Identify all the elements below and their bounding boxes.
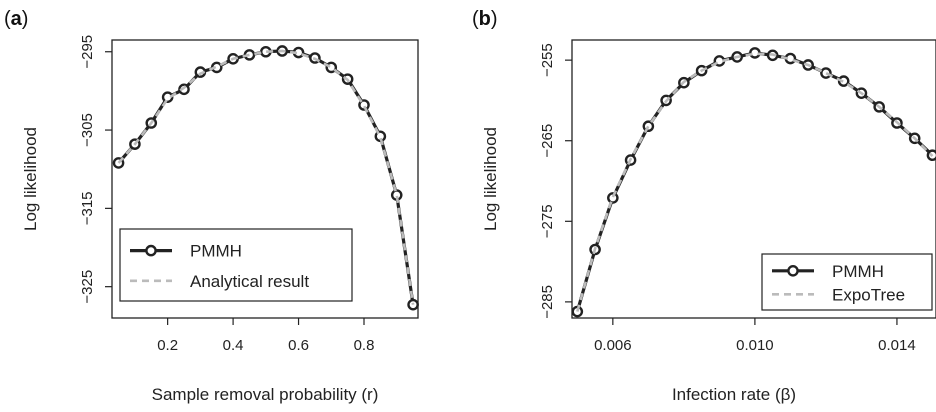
panel-a-x-tick-label: 0.2 (157, 337, 178, 354)
panel-b-x-tick-label: 0.014 (878, 337, 916, 354)
panel-a-y-tick-label: −295 (79, 35, 96, 69)
panel-a-series (112, 45, 419, 311)
panel-b-x-tick-label: 0.006 (594, 337, 632, 354)
panel-b-legend-label-expotree: ExpoTree (832, 285, 905, 304)
panel-b-y-tick-label: −275 (539, 204, 556, 238)
panel-b-y-tick-label: −265 (539, 124, 556, 158)
panel-b-y-tick-label: −255 (539, 43, 556, 77)
panel-b-series-pmmh-point (837, 75, 850, 87)
panel-a-letter: a (11, 8, 23, 30)
panel-b-legend-label-pmmh: PMMH (832, 262, 884, 281)
panel-a-x-tick-label: 0.6 (288, 337, 309, 354)
panel-b-y-tick-label: −285 (539, 285, 556, 319)
panel-b: (b) 0.006 0.010 0.014 −255 −265 −275 −285 Inf… (472, 8, 936, 404)
panel-a-x-axis: 0.2 0.4 0.6 0.8 (157, 318, 374, 354)
panel-a-tag: (a) (4, 8, 28, 30)
panel-b-plot-frame (571, 39, 936, 319)
panel-b-series-pmmh-point (820, 67, 832, 79)
panel-a-legend-label-analytical: Analytical result (190, 272, 309, 291)
panel-a-legend-box (119, 228, 353, 302)
panel-a-y-tick-label: −325 (79, 270, 96, 304)
panel-a-y-axis-title: Log likelihood (21, 127, 40, 231)
panel-a-legend-label-pmmh: PMMH (190, 242, 242, 261)
panel-a-x-tick-label: 0.8 (354, 337, 375, 354)
panel-a-legend: PMMH Analytical result (119, 228, 353, 302)
panel-b-series-expotree-line (576, 52, 934, 312)
panel-a: (a) 0.2 0.4 0.6 0.8 −295 −305 −315 −325 Sample… (4, 8, 419, 404)
panel-a-x-axis-title: Sample removal probability (r) (152, 385, 379, 404)
panel-a-legend-symbol-pmmh (130, 244, 172, 257)
panel-b-legend: PMMH ExpoTree (761, 253, 933, 311)
panel-a-x-tick-label: 0.4 (223, 337, 244, 354)
panel-b-x-axis: 0.006 0.010 0.014 (594, 318, 916, 354)
panel-b-x-axis-title: Infection rate (β) (672, 385, 796, 404)
panel-a-plot-frame (111, 39, 419, 319)
panel-a-y-tick-label: −315 (79, 191, 96, 225)
panel-a-y-tick-label: −305 (79, 113, 96, 147)
panel-b-x-tick-label: 0.010 (736, 337, 774, 354)
panel-b-series-pmmh-point (607, 192, 619, 204)
panel-b-y-axis-title: Log likelihood (481, 127, 500, 231)
panel-b-y-axis: −255 −265 −275 −285 (539, 43, 572, 319)
panel-b-legend-symbol-pmmh (772, 264, 814, 277)
panel-b-tag: (b) (472, 8, 498, 30)
panel-b-series (572, 47, 936, 318)
panel-b-series-pmmh-point (642, 120, 655, 133)
panel-b-legend-box (761, 253, 933, 311)
panel-b-letter: b (479, 8, 491, 30)
panel-a-series-pmmh-point (358, 99, 370, 111)
panel-a-y-axis: −295 −305 −315 −325 (79, 35, 112, 304)
